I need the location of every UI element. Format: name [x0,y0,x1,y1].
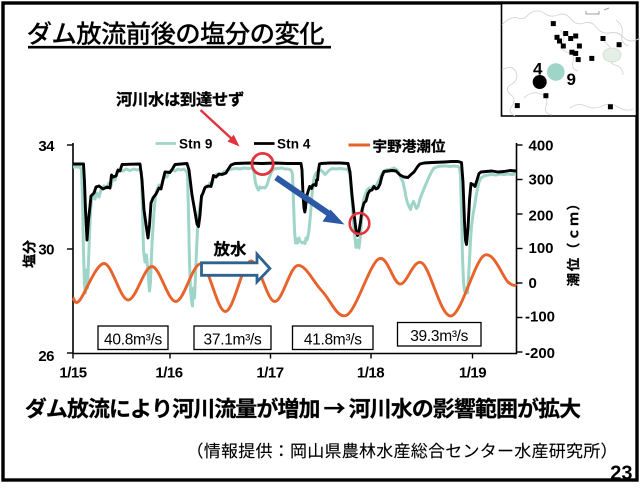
svg-text:41.8m³/s: 41.8m³/s [304,331,362,348]
svg-text:1/18: 1/18 [357,365,384,382]
svg-text:400: 400 [529,138,554,155]
svg-text:26: 26 [38,348,54,365]
svg-text:30: 30 [38,241,54,258]
svg-text:37.1m³/s: 37.1m³/s [204,331,262,348]
svg-text:1/17: 1/17 [256,365,283,382]
svg-text:39.3m³/s: 39.3m³/s [410,328,468,345]
svg-text:1/19: 1/19 [459,365,486,382]
svg-text:Stn 9: Stn 9 [179,137,213,152]
svg-text:34: 34 [38,138,55,155]
svg-text:23: 23 [610,463,632,484]
svg-text:9: 9 [567,70,576,89]
svg-text:1/15: 1/15 [59,365,86,382]
svg-text:Stn 4: Stn 4 [277,137,311,152]
svg-text:300: 300 [529,172,554,189]
svg-text:-100: -100 [525,309,555,326]
svg-text:200: 200 [529,208,554,225]
svg-text:0: 0 [529,275,537,292]
svg-text:100: 100 [529,240,554,257]
svg-text:4: 4 [533,60,543,79]
svg-text:-200: -200 [525,345,555,362]
svg-text:40.8m³/s: 40.8m³/s [104,331,162,348]
svg-text:1/16: 1/16 [155,365,182,382]
